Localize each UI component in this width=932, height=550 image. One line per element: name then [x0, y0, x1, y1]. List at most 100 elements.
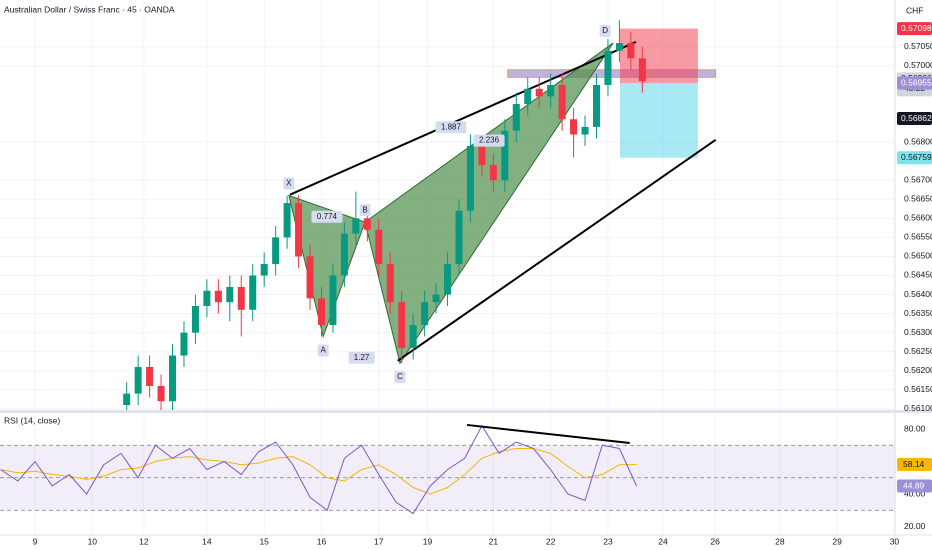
divergence-line — [466, 423, 630, 444]
y-tick-label: 0.57000 — [904, 60, 932, 70]
pattern-point-label-bg — [394, 371, 406, 384]
pattern-point-label-bg — [599, 25, 611, 38]
candle-body — [478, 145, 486, 165]
x-tick-label: 16 — [317, 536, 327, 546]
pattern-point-label: B — [362, 205, 367, 214]
x-tick-label: 10 — [88, 536, 98, 546]
candle-body — [237, 286, 245, 310]
candle-body — [627, 43, 635, 59]
candle-body — [203, 290, 211, 306]
candle-body — [535, 88, 543, 97]
y-tick-label: 0.57050 — [904, 41, 932, 51]
x-tick-label: 28 — [775, 536, 785, 546]
ratio-label-bg — [473, 134, 505, 147]
candle-body — [306, 256, 314, 299]
candle-body — [214, 290, 222, 303]
candle-body — [512, 104, 520, 131]
ratio-label-bg — [435, 121, 467, 134]
candle-body — [581, 126, 589, 135]
candle-body — [558, 84, 566, 120]
price-tag — [897, 151, 932, 165]
x-tick-label: 21 — [489, 536, 499, 546]
candle-body — [547, 84, 555, 97]
trendline — [289, 40, 637, 196]
candle-body — [249, 275, 257, 310]
price-tag — [897, 76, 932, 90]
price-tag — [897, 112, 932, 126]
candle-body — [329, 275, 337, 326]
y-tick-label: 0.56200 — [904, 365, 932, 375]
rsi-tick-label: 80.00 — [904, 423, 926, 433]
target-zone — [619, 83, 698, 158]
ratio-label: 1.887 — [441, 122, 462, 131]
rsi-tag-label: 44.89 — [903, 480, 925, 490]
y-tick-label: 0.56500 — [904, 251, 932, 261]
candle-body — [501, 130, 509, 181]
candle-body — [340, 233, 348, 276]
y-tick-label: 0.56450 — [904, 270, 932, 280]
price-tag-label: 0.56862 — [901, 113, 932, 123]
y-tick-label: 0.56550 — [904, 232, 932, 242]
candle-body — [421, 302, 429, 326]
rsi-tag — [897, 458, 932, 472]
candle-body — [157, 385, 165, 402]
pattern-point-label-bg — [359, 204, 371, 217]
x-tick-label: 19 — [423, 536, 433, 546]
candle-body — [317, 298, 325, 326]
pattern-point-label: X — [286, 179, 292, 188]
candle-body — [409, 325, 417, 348]
pattern-triangle — [364, 42, 614, 365]
candle-body — [260, 264, 268, 276]
candle-body — [398, 302, 406, 348]
candle-body — [363, 218, 371, 230]
candle-body — [615, 43, 623, 51]
price-tag-label: 0.56955 — [901, 77, 932, 87]
price-tag — [897, 22, 932, 36]
y-tick-label: 0.56300 — [904, 327, 932, 337]
candle-body — [466, 145, 474, 211]
trendline — [397, 139, 717, 362]
candle-body — [432, 294, 440, 303]
currency: CHF — [906, 5, 923, 15]
y-tick-label: 0.56700 — [904, 174, 932, 184]
rsi-title: RSI (14, close) — [4, 415, 60, 425]
x-tick-label: 14 — [202, 536, 212, 546]
x-tick-label: 12 — [139, 536, 149, 546]
y-tick-label: 0.56150 — [904, 384, 932, 394]
candle-body — [455, 210, 463, 265]
candle-body — [191, 305, 199, 333]
rsi-tag — [897, 479, 932, 493]
x-tick-label: 26 — [710, 536, 720, 546]
axes: 9 10 12 14 15 16 17 19 21 22 23 24 26 28 29 30 0.57050 0.… — [33, 22, 932, 546]
candle-body — [524, 88, 532, 105]
symbol-title: Australian Dollar / Swiss Franc · 45 · O… — [4, 4, 175, 14]
x-tick-label: 24 — [658, 536, 668, 546]
rsi-ma-line — [0, 448, 637, 495]
ratio-label: 2.236 — [479, 136, 500, 145]
pattern-point-label: D — [602, 26, 608, 35]
x-tick-label: 15 — [259, 536, 269, 546]
ratio-label: 0.774 — [317, 212, 338, 221]
price-pane: X A B C D 0.774 1.27 1.887 2.236 — [0, 0, 895, 410]
x-tick-label: 23 — [603, 536, 613, 546]
candle-body — [352, 218, 360, 234]
y-tick-label: 0.56800 — [904, 136, 932, 146]
ratio-label-bg — [311, 210, 343, 223]
y-tick-label: 0.56400 — [904, 289, 932, 299]
pane-separator — [0, 410, 932, 413]
y-tick-label: 0.56100 — [904, 403, 932, 413]
y-tick-label: 0.56350 — [904, 308, 932, 318]
x-tick-label: 30 — [890, 536, 900, 546]
ratio-label: 1.27 — [354, 353, 370, 362]
candle-body — [169, 355, 177, 402]
candle-body — [134, 366, 142, 394]
rsi-line — [0, 424, 638, 515]
candle-body — [592, 84, 600, 127]
y-tick-label: 0.56650 — [904, 194, 932, 204]
pattern-point-label-bg — [283, 177, 295, 190]
candle-body — [272, 237, 280, 265]
candle-body — [489, 164, 497, 181]
candle-body — [283, 203, 291, 238]
candle-body — [295, 203, 303, 257]
x-tick-label: 22 — [546, 536, 556, 546]
